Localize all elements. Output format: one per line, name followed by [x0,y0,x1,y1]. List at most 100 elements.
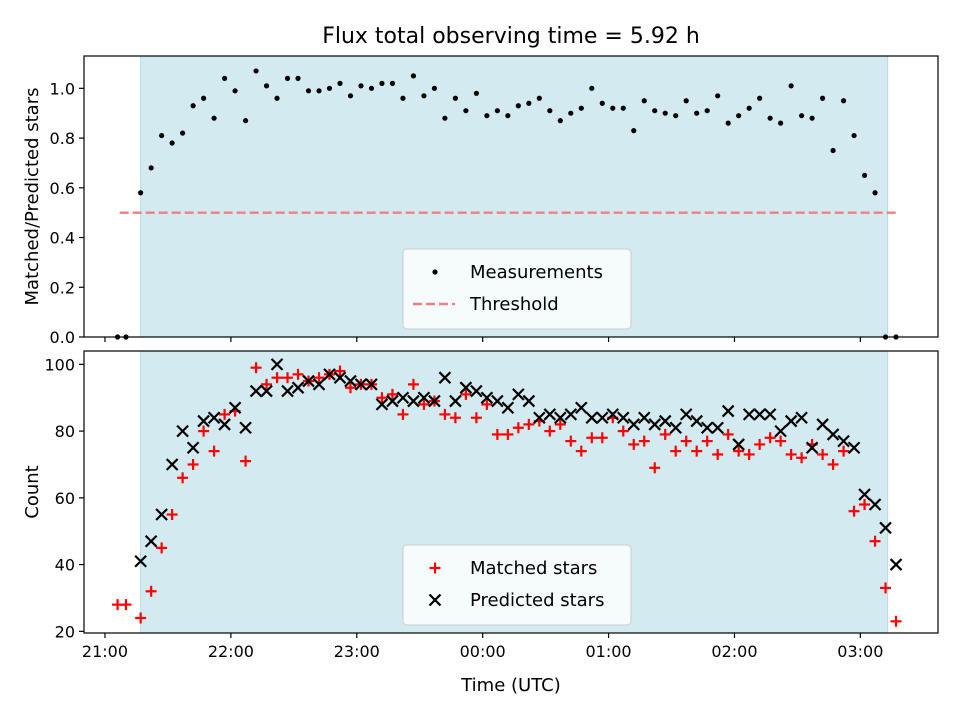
data-point [557,118,563,124]
data-point [547,108,553,114]
legend-marker [429,562,441,574]
data-point [239,421,252,435]
data-point [120,599,132,611]
data-point [840,98,847,104]
legend: Measurements Threshold [402,248,632,330]
data-point [690,414,703,428]
y-tick-label: 20 [55,622,75,641]
y-tick-label: 0.8 [50,129,75,148]
data-point [796,452,808,464]
y-tick-label: 100 [44,355,75,374]
data-point [305,88,312,94]
data-point [375,398,389,411]
data-point [638,435,650,447]
data-point [554,418,566,430]
data-point [421,93,427,99]
data-point [470,384,483,398]
y-axis-label: Matched/Predicted stars [22,88,43,306]
data-point [817,448,829,460]
data-point [460,388,472,400]
data-point [627,418,641,431]
data-point [365,378,378,391]
data-point [848,505,860,517]
legend-symbol [432,269,438,275]
data-point [312,378,326,391]
data-point [396,391,410,404]
data-point [334,365,346,377]
data-point [512,422,524,434]
data-point [295,75,301,81]
data-point [316,88,322,94]
data-point [522,394,536,408]
data-point [323,368,336,381]
data-point [389,80,396,86]
data-point [347,93,354,99]
x-axis-label: Time (UTC) [460,675,561,696]
y-axis-label: Count [22,465,43,518]
data-point [177,472,189,484]
legend-box [402,544,632,626]
data-point [218,418,231,431]
data-point [249,384,263,398]
data-point [670,445,682,457]
data-point [302,374,315,388]
chart-title: Flux total observing time = 5.92 h [322,24,700,49]
flux-ratio-panel: 0.0 0.2 0.4 0.6 0.8 1.0 Flux total observing t… [22,24,939,347]
star-count-panel: 20 40 60 80 100 21:00 22:00 23:00 00:00 01:00 02:0… [22,350,939,696]
data-point [470,412,482,424]
data-point [778,120,784,126]
data-point [575,401,588,415]
x-tick-label: 01:00 [586,642,632,661]
data-point [208,445,220,457]
data-point [809,115,815,121]
legend-marker [432,269,438,275]
y-tick-label: 0.0 [50,328,75,347]
data-point [816,418,829,431]
data-point [704,108,710,114]
data-point [502,428,514,440]
data-point [449,412,461,424]
data-point [337,80,343,86]
legend-symbol [429,562,441,574]
data-point [725,120,731,126]
data-point [134,554,147,568]
data-point [889,558,903,571]
data-point [138,190,144,196]
series-predicted-stars [134,358,903,571]
data-point [221,75,228,81]
x-tick-label: 00:00 [460,642,506,661]
data-point [649,462,661,474]
x-tick-label: 23:00 [334,642,380,661]
data-point [711,421,724,435]
legend-label: Predicted stars [470,590,604,611]
data-point [669,421,682,435]
data-point [491,428,503,440]
data-point [599,100,605,106]
data-point [775,435,787,447]
data-point [880,582,892,594]
data-point [452,95,458,101]
data-marks [112,358,903,627]
y-tick-label: 60 [55,489,75,508]
data-point [313,372,325,384]
data-point [589,85,595,91]
data-point [585,411,599,425]
data-point [694,110,700,116]
data-point [819,95,826,101]
data-point [785,448,797,460]
data-point [586,432,598,444]
data-point [494,108,500,114]
data-point [333,371,347,384]
data-point [858,488,871,501]
data-point [480,391,494,404]
x-tick-label: 21:00 [82,642,128,661]
data-point [459,381,473,394]
data-point [281,384,294,398]
data-point [271,372,283,384]
data-point [736,113,742,119]
data-point [628,438,640,450]
plot-frame [83,55,939,338]
data-point [617,425,629,437]
data-point [263,83,270,89]
